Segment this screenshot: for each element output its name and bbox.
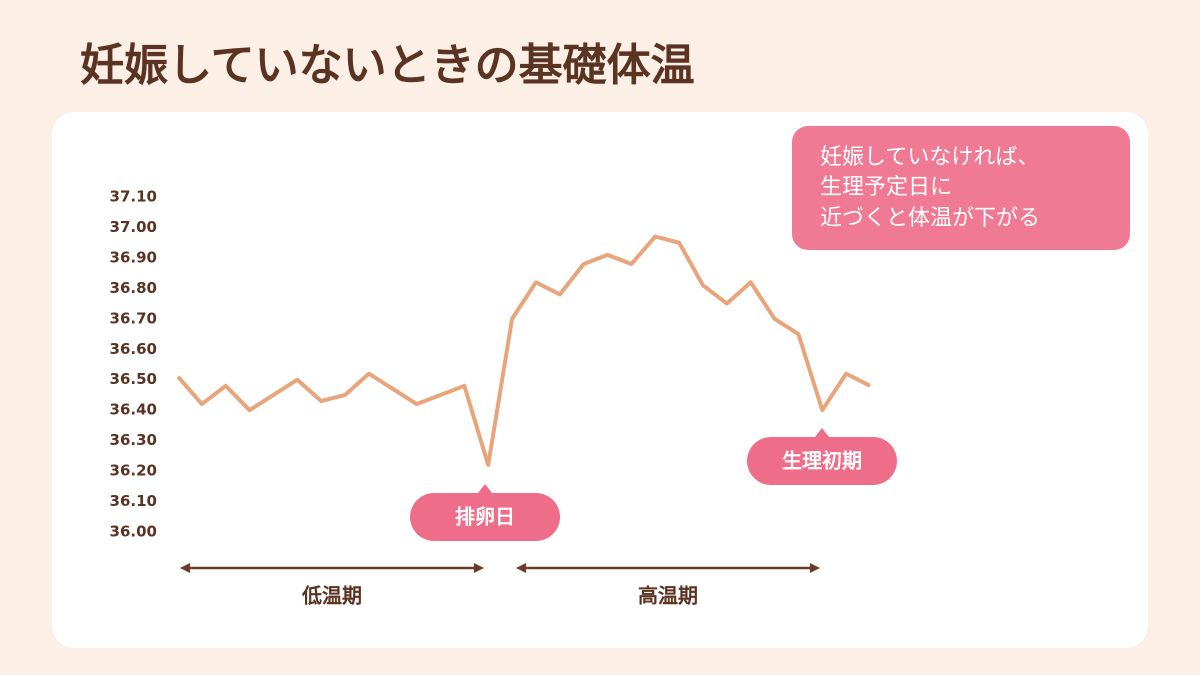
callout-box [747,437,897,485]
y-tick-label: 36.60 [110,340,157,358]
callout-pointer [478,484,492,493]
callout-label: 排卵日 [455,505,515,529]
y-tick-label: 36.10 [110,492,157,510]
y-tick-label: 37.00 [110,218,157,236]
y-tick-label: 36.30 [110,431,157,449]
note-line: 妊娠していなければ、 [820,145,1039,170]
callout-pointer [815,428,829,437]
y-tick-label: 36.40 [110,401,157,419]
note-line: 近づくと体温が下がる [820,206,1040,231]
data-line [176,234,871,467]
y-tick-label: 36.50 [110,370,157,388]
y-tick-label: 36.80 [110,279,157,297]
y-tick-label: 37.10 [110,188,157,206]
chart-title: 妊娠していないときの基礎体温 [80,40,695,91]
y-tick-label: 36.90 [110,248,157,266]
phase-label: 低温期 [301,584,362,608]
y-tick-label: 36.70 [110,309,157,327]
phase-arrow [180,563,820,573]
callout-box [410,493,560,541]
phase-label: 高温期 [638,584,698,608]
note-line: 生理予定日に [820,175,952,200]
y-tick-label: 36.00 [110,523,157,541]
callout-label: 生理初期 [782,449,862,473]
y-tick-label: 36.20 [110,462,157,480]
note-box [792,126,1130,250]
